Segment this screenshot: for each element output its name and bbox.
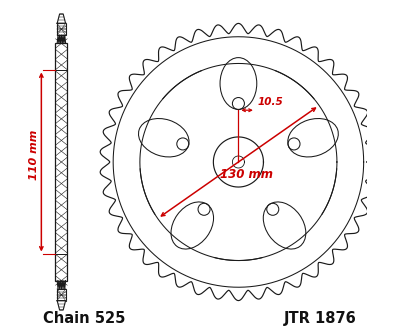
Text: 10.5: 10.5 — [258, 97, 283, 107]
Bar — [57, 289, 66, 301]
Polygon shape — [57, 14, 66, 23]
Text: 110 mm: 110 mm — [29, 130, 39, 180]
Text: Chain 525: Chain 525 — [43, 311, 125, 326]
Bar — [55, 43, 68, 281]
Polygon shape — [57, 301, 66, 310]
Text: 130 mm: 130 mm — [220, 168, 273, 181]
Bar — [57, 23, 66, 35]
Text: JTR 1876: JTR 1876 — [284, 311, 357, 326]
